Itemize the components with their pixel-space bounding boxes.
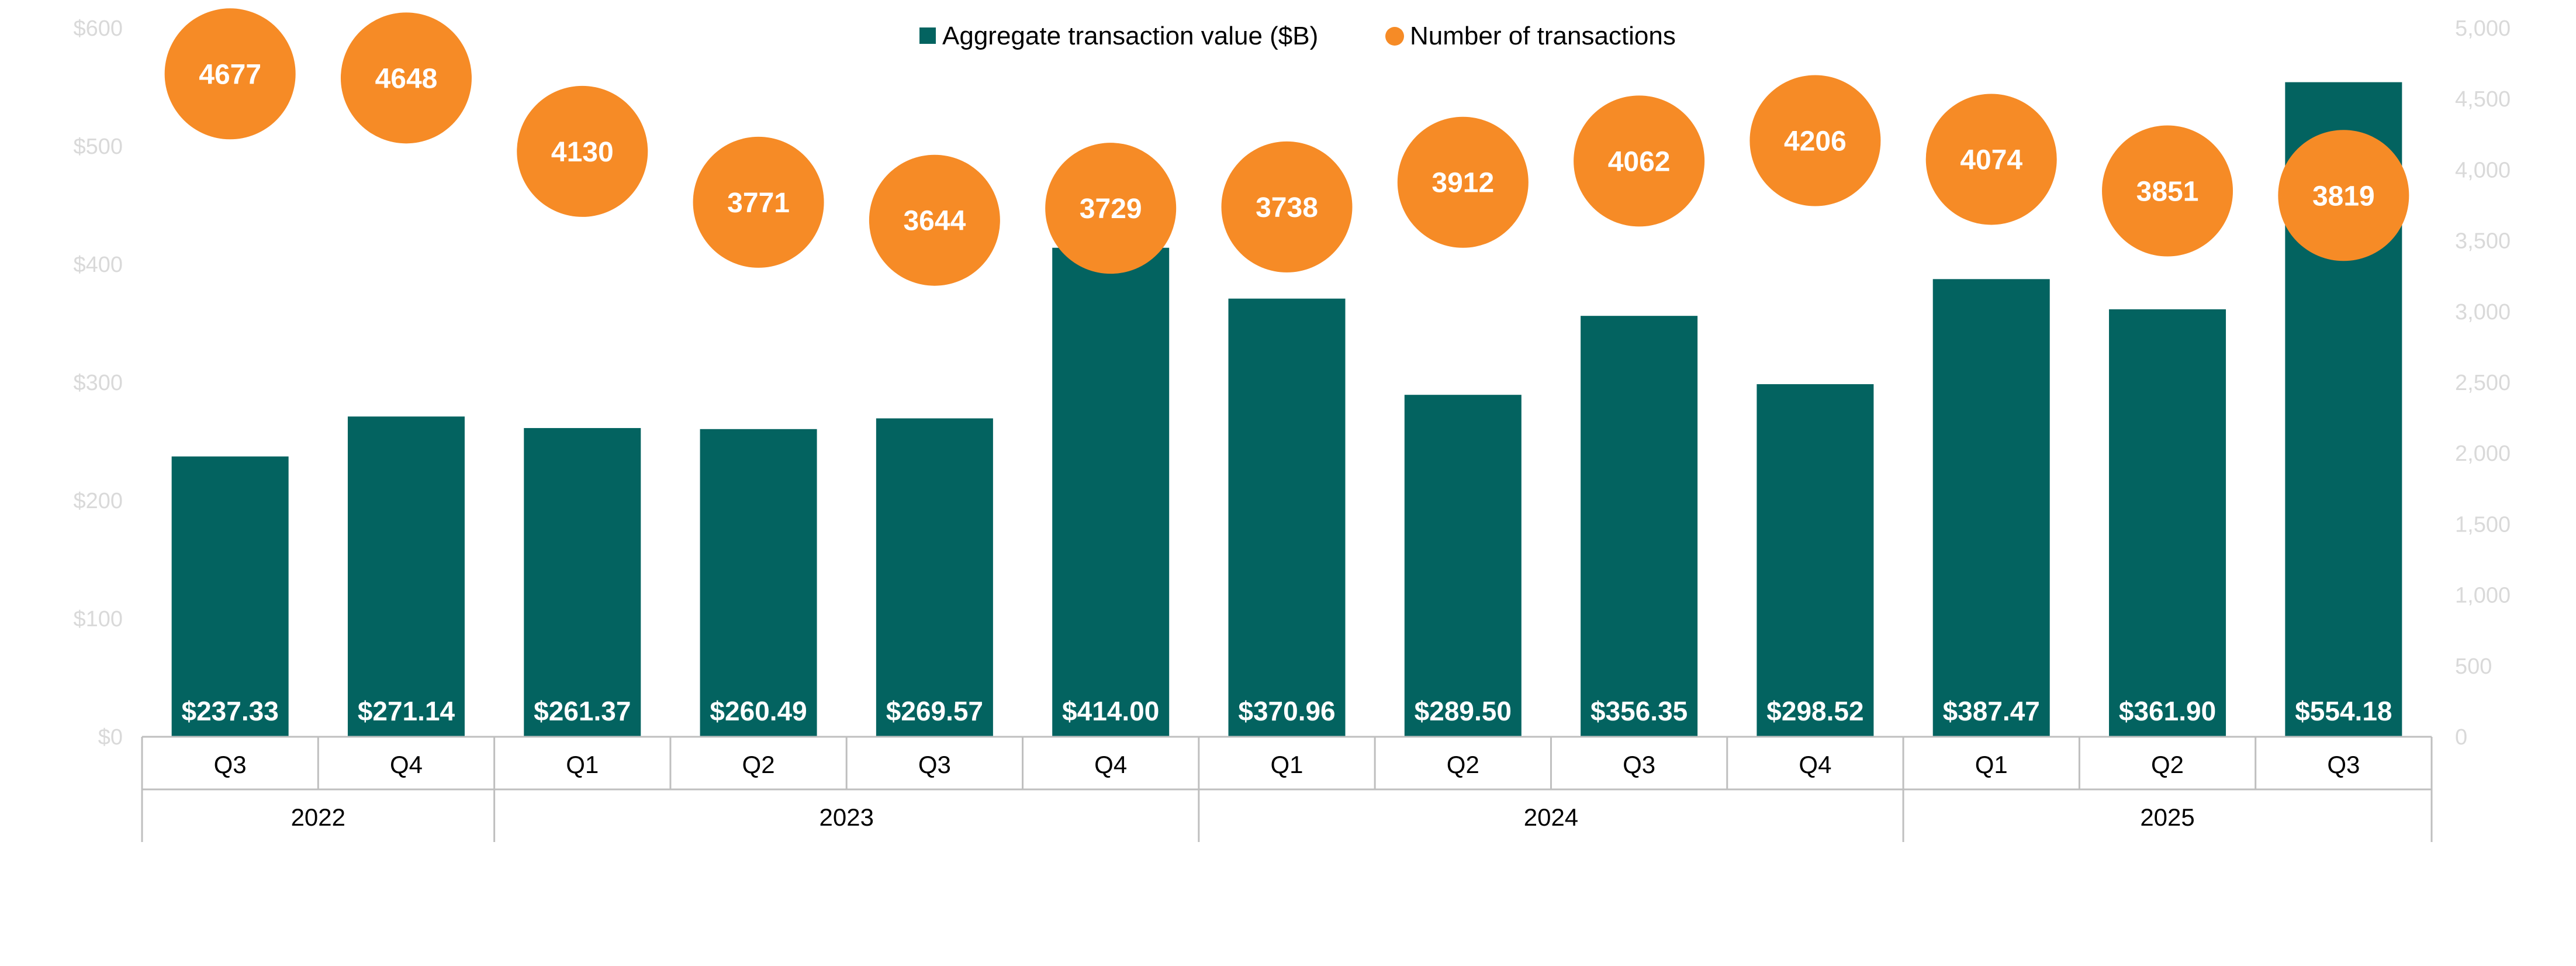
bubble-value-label: 4648 — [375, 63, 438, 94]
bar-value-label: $261.37 — [534, 696, 631, 726]
bar — [347, 416, 465, 737]
bubble-value-label: 3729 — [1080, 194, 1142, 225]
bubble-value-label: 4074 — [1960, 144, 2022, 175]
legend-swatch-bubble — [1385, 27, 1404, 46]
quarter-label: Q4 — [1094, 751, 1127, 778]
bar-value-label: $554.18 — [2295, 696, 2392, 726]
right-tick-label: 1,500 — [2455, 512, 2511, 537]
bar — [876, 418, 993, 737]
bar-value-label: $361.90 — [2119, 696, 2216, 726]
left-tick-label: $600 — [73, 16, 123, 41]
quarter-label: Q2 — [742, 751, 775, 778]
bar-series: $237.33 $271.14 $261.37 $260.49 $269.57 $414.… — [171, 82, 2402, 737]
bubble-point — [2278, 130, 2409, 261]
left-tick-label: $300 — [73, 371, 123, 395]
right-tick-label: 3,000 — [2455, 300, 2511, 325]
year-label: 2025 — [2140, 803, 2194, 831]
right-tick-label: 500 — [2455, 654, 2492, 679]
quarter-label: Q1 — [1270, 751, 1303, 778]
bubble-value-label: 4677 — [199, 59, 261, 90]
bubble-point — [1574, 95, 1705, 227]
bubble-point — [693, 136, 824, 268]
bubble-value-label: 3644 — [903, 206, 966, 237]
bar-value-label: $356.35 — [1590, 696, 1688, 726]
category-axis: Q3 Q4 Q1 Q2 Q3 Q4 Q1 Q2 Q3 Q4 Q1 Q2 Q3 2022 2023 2024 20… — [141, 736, 2433, 842]
quarter-label: Q3 — [214, 751, 247, 778]
bar-value-label: $237.33 — [182, 696, 279, 726]
bar — [1756, 384, 1874, 737]
bubble-value-label: 4206 — [1784, 126, 1847, 157]
bubble-value-label: 4130 — [551, 137, 614, 168]
bubble-point — [869, 154, 1000, 286]
bubble-point — [1925, 94, 2057, 225]
quarter-label: Q4 — [390, 751, 423, 778]
right-tick-label: 2,000 — [2455, 441, 2511, 466]
bar — [1052, 247, 1170, 737]
legend-label-bar: Aggregate transaction value ($B) — [942, 22, 1318, 50]
legend: Aggregate transaction value ($B) Number … — [919, 22, 1676, 50]
quarter-label: Q2 — [1447, 751, 1479, 778]
quarter-label: Q1 — [1975, 751, 2008, 778]
bar — [1581, 316, 1698, 737]
right-tick-label: 2,500 — [2455, 371, 2511, 395]
bubble-value-label: 4062 — [1608, 146, 1671, 177]
right-tick-label: 4,000 — [2455, 158, 2511, 182]
right-tick-label: 4,500 — [2455, 87, 2511, 112]
bar-value-label: $271.14 — [358, 696, 455, 726]
bar — [1228, 298, 1346, 737]
bar-value-label: $370.96 — [1238, 696, 1335, 726]
left-axis: $0 $100 $200 $300 $400 $500 $600 — [73, 16, 123, 750]
bar-value-label: $269.57 — [886, 696, 983, 726]
left-tick-label: $400 — [73, 253, 123, 277]
bar-value-label: $414.00 — [1062, 696, 1159, 726]
bubble-point — [164, 8, 296, 140]
quarter-label: Q4 — [1799, 751, 1831, 778]
bar — [700, 429, 817, 737]
bar-value-label: $298.52 — [1766, 696, 1863, 726]
year-label: 2022 — [291, 803, 345, 831]
bubble-point — [1221, 141, 1353, 272]
right-tick-label: 0 — [2455, 725, 2467, 750]
bubble-point — [1749, 75, 1881, 206]
legend-label-bubble: Number of transactions — [1410, 22, 1676, 50]
quarter-label: Q1 — [566, 751, 599, 778]
legend-swatch-bar — [919, 27, 936, 44]
right-tick-label: 3,500 — [2455, 229, 2511, 254]
right-axis: 0 500 1,000 1,500 2,000 2,500 3,000 3,500 4,000 4… — [2455, 16, 2511, 750]
bubble-point — [340, 12, 472, 144]
quarter-label: Q3 — [1623, 751, 1655, 778]
bubble-value-label: 3771 — [727, 188, 790, 219]
bar — [171, 456, 289, 737]
bubble-series: 4677 4648 4130 3771 3644 3729 3738 3912 4062 4206… — [164, 8, 2409, 286]
bar-value-label: $260.49 — [710, 696, 807, 726]
left-tick-label: $0 — [98, 725, 123, 750]
quarter-label: Q3 — [2327, 751, 2360, 778]
bar-value-label: $289.50 — [1415, 696, 1512, 726]
bar-value-label: $387.47 — [1943, 696, 2040, 726]
year-label: 2023 — [820, 803, 874, 831]
right-tick-label: 1,000 — [2455, 584, 2511, 608]
bar — [524, 428, 641, 737]
quarter-label: Q2 — [2151, 751, 2184, 778]
bubble-point — [517, 85, 648, 217]
left-tick-label: $100 — [73, 607, 123, 632]
bubble-point — [2102, 125, 2233, 257]
left-tick-label: $200 — [73, 489, 123, 513]
bar — [1404, 395, 1522, 737]
bubble-value-label: 3851 — [2136, 177, 2199, 208]
bubble-point — [1045, 143, 1177, 274]
bar — [2109, 309, 2226, 737]
bubble-point — [1397, 116, 1529, 248]
bubble-value-label: 3912 — [1432, 168, 1494, 199]
bubble-value-label: 3738 — [1256, 192, 1318, 223]
year-label: 2024 — [1524, 803, 1578, 831]
quarter-label: Q3 — [918, 751, 951, 778]
left-tick-label: $500 — [73, 134, 123, 159]
bubble-value-label: 3819 — [2312, 181, 2375, 212]
right-tick-label: 5,000 — [2455, 16, 2511, 41]
bar — [1932, 279, 2050, 737]
